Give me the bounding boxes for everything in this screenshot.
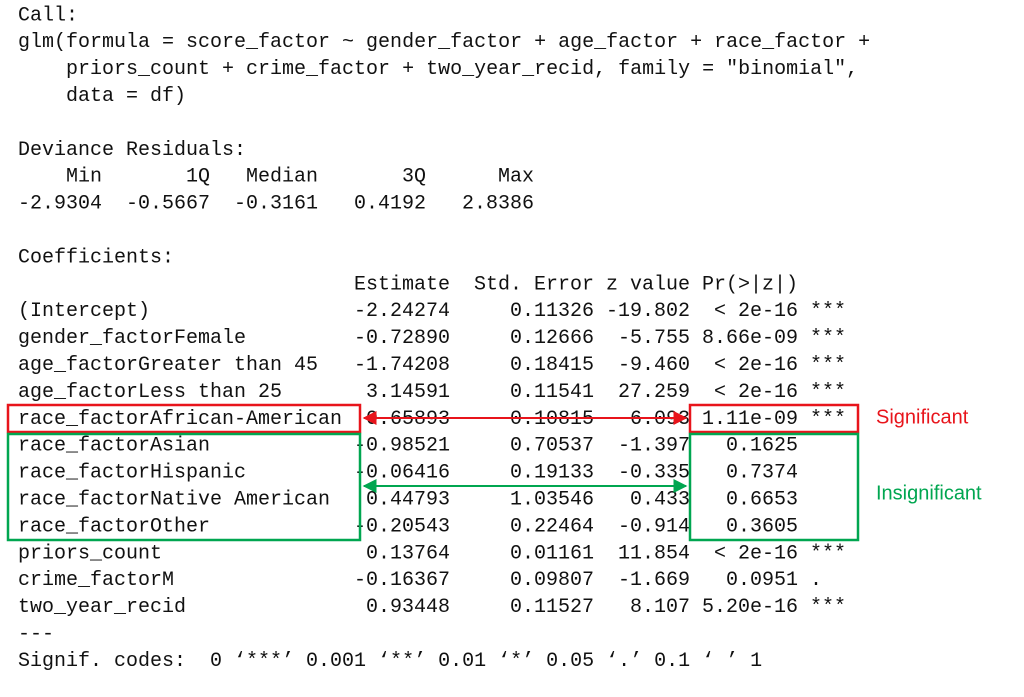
coef-estimate: 0.13764 [366,542,450,565]
coef-signif: *** [810,354,846,377]
coef-estimate: 0.93448 [366,596,450,619]
coef-estimate: -0.06416 [354,462,450,485]
coef-z-value: -19.802 [606,300,690,323]
coef-std-error: 0.19133 [510,462,594,485]
deviance-title: Deviance Residuals: [18,139,246,162]
insignificant-box-right [688,432,860,542]
coef-z-value: -0.914 [618,515,690,538]
coef-signif: *** [810,381,846,404]
coef-p-value: 5.20e-16 [702,596,798,619]
deviance-value: -0.3161 [234,193,318,216]
coef-header: Pr(>|z|) [702,273,798,296]
coef-std-error: 0.01161 [510,542,594,565]
coef-estimate: 0.44793 [366,488,450,511]
call-line: data = df) [18,85,186,108]
coef-std-error: 0.11541 [510,381,594,404]
coef-z-value: 11.854 [618,542,690,565]
coef-p-value: 8.66e-09 [702,327,798,350]
coef-name: priors_count [18,542,162,565]
coef-header: Estimate [354,273,450,296]
coef-estimate: -0.98521 [354,435,450,458]
coef-std-error: 0.70537 [510,435,594,458]
coef-p-value: < 2e-16 [714,381,798,404]
coef-z-value: -1.397 [618,435,690,458]
deviance-value: -0.5667 [126,193,210,216]
coef-name: age_factorLess than 25 [18,381,282,404]
coef-p-value: < 2e-16 [714,300,798,323]
significant-box-left [6,403,362,434]
coef-std-error: 0.18415 [510,354,594,377]
coef-estimate: -2.24274 [354,300,450,323]
coef-estimate: -1.74208 [354,354,450,377]
coef-z-value: 8.107 [630,596,690,619]
coef-estimate: -0.16367 [354,569,450,592]
coef-signif: *** [810,596,846,619]
coef-name: gender_factorFemale [18,327,246,350]
coef-estimate: 0.65893 [366,408,450,431]
coef-p-value: 0.1625 [726,435,798,458]
coef-name: race_factorAfrican-American [18,408,342,431]
coef-std-error: 0.11326 [510,300,594,323]
coef-p-value: 0.0951 [726,569,798,592]
coef-signif: . [810,569,822,592]
signif-codes: Signif. codes: 0 ‘***’ 0.001 ‘**’ 0.01 ‘… [18,650,762,673]
coef-estimate: 3.14591 [366,381,450,404]
coef-std-error: 0.09807 [510,569,594,592]
coef-name: crime_factorM [18,569,174,592]
deviance-header: 3Q [402,166,426,189]
significant-box-right [688,403,860,434]
deviance-value: -2.9304 [18,193,102,216]
coef-std-error: 0.10815 [510,408,594,431]
coef-name: two_year_recid [18,596,186,619]
coef-signif: *** [810,542,846,565]
deviance-header: Max [498,166,534,189]
coef-name: race_factorOther [18,515,210,538]
coef-name: race_factorNative American [18,488,330,511]
call-line: glm(formula = score_factor ~ gender_fact… [18,31,870,54]
coef-signif: *** [810,300,846,323]
coef-header: Std. Error [474,273,594,296]
highlights: Significant Insignificant [6,403,982,542]
call-line: priors_count + crime_factor + two_year_r… [18,58,858,81]
coef-name: age_factorGreater than 45 [18,354,318,377]
coef-std-error: 0.22464 [510,515,594,538]
coef-p-value: 0.7374 [726,462,798,485]
deviance-header: Min [66,166,102,189]
deviance-header: 1Q [186,166,210,189]
coef-std-error: 0.12666 [510,327,594,350]
coef-z-value: 0.433 [630,488,690,511]
coef-header: z value [606,273,690,296]
coef-p-value: 1.11e-09 [702,408,798,431]
call-title: Call: [18,4,78,27]
insignificant-box-left [6,432,362,542]
coef-name: (Intercept) [18,300,150,323]
coef-signif: *** [810,408,846,431]
coef-estimate: -0.20543 [354,515,450,538]
insignificant-label: Insignificant [876,482,982,504]
coef-z-value: -5.755 [618,327,690,350]
coef-name: race_factorHispanic [18,462,246,485]
coef-p-value: < 2e-16 [714,354,798,377]
coef-name: race_factorAsian [18,435,210,458]
coefficients-title: Coefficients: [18,246,174,269]
significant-label: Significant [876,406,969,428]
coef-z-value: -0.335 [618,462,690,485]
coef-z-value: 6.093 [630,408,690,431]
deviance-header: Median [246,166,318,189]
coef-z-value: -9.460 [618,354,690,377]
coef-std-error: 1.03546 [510,488,594,511]
coef-z-value: -1.669 [618,569,690,592]
coef-p-value: 0.6653 [726,488,798,511]
coef-estimate: -0.72890 [354,327,450,350]
separator: --- [18,623,54,646]
coef-z-value: 27.259 [618,381,690,404]
deviance-value: 2.8386 [462,193,534,216]
coef-signif: *** [810,327,846,350]
coef-std-error: 0.11527 [510,596,594,619]
coef-p-value: < 2e-16 [714,542,798,565]
deviance-value: 0.4192 [354,193,426,216]
coef-p-value: 0.3605 [726,515,798,538]
